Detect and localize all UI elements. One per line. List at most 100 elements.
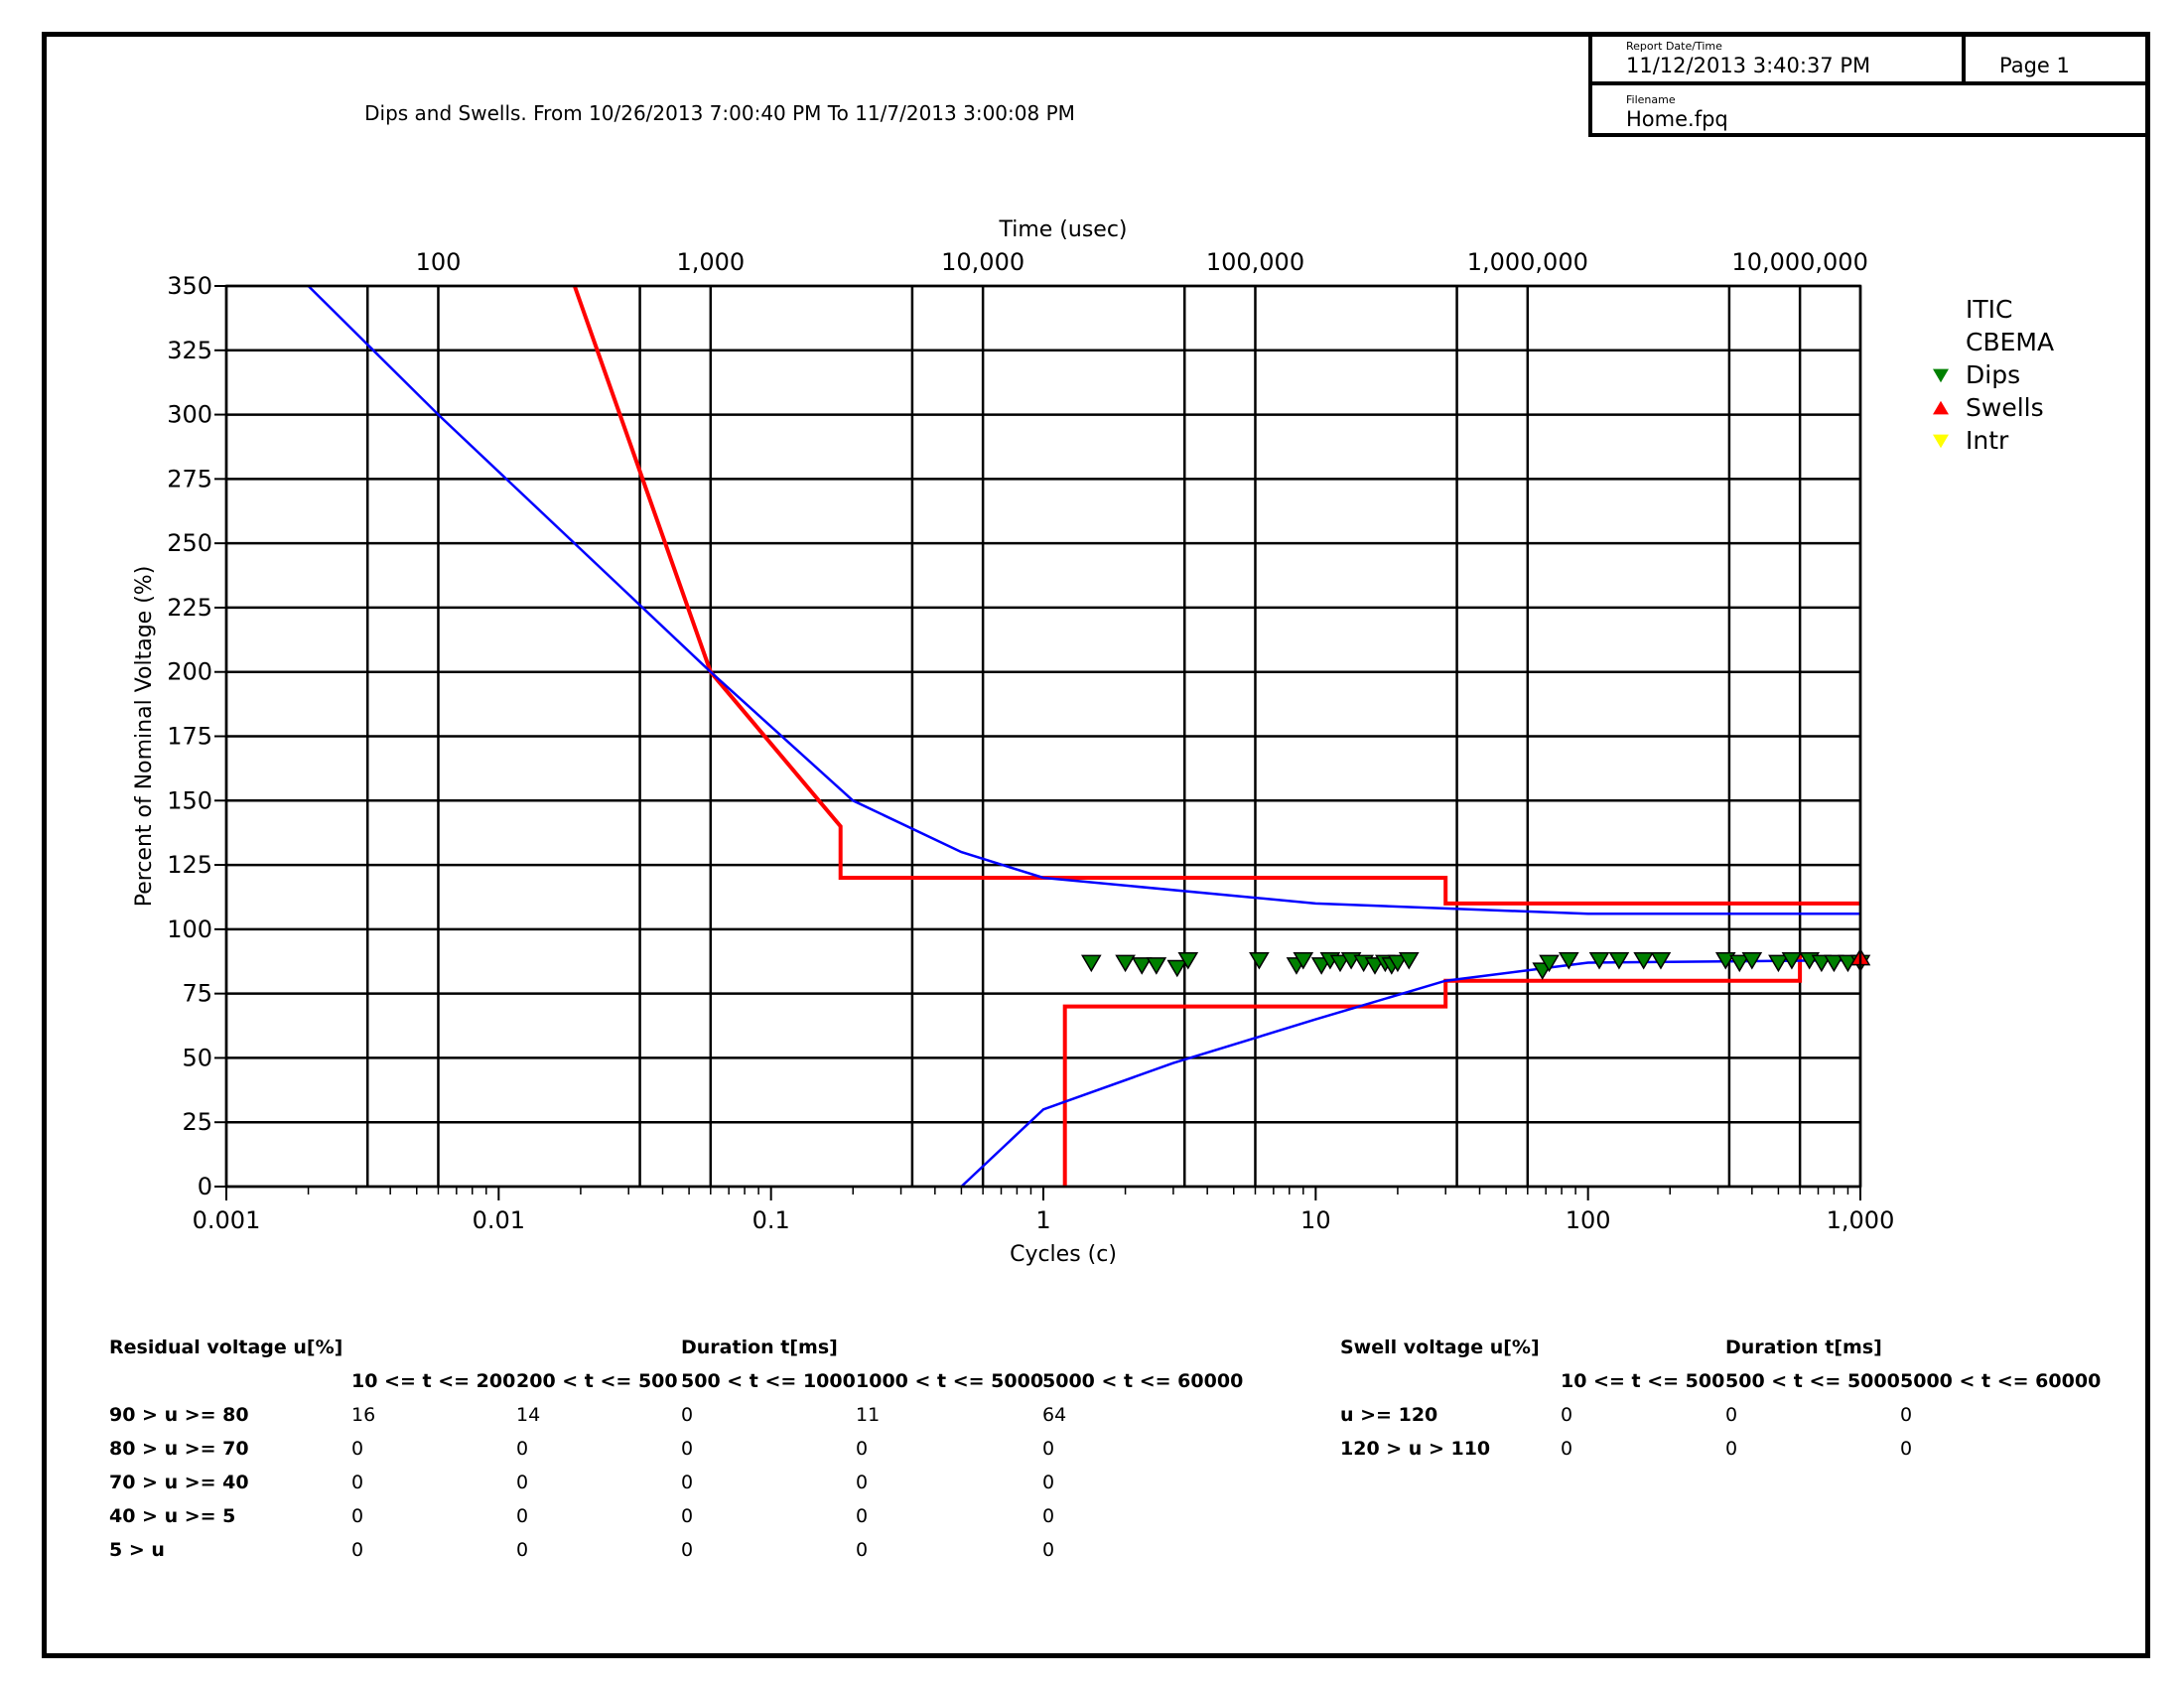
dips-cell: 0 (351, 1472, 364, 1493)
cbema-curve (307, 285, 1860, 915)
dips-row-label: 80 > u >= 70 (109, 1438, 249, 1460)
dips-point (1293, 952, 1314, 970)
data-points (1080, 947, 1871, 980)
report-date-caption: Report Date/Time (1626, 40, 1722, 53)
dips-point (1768, 954, 1789, 973)
x2-tick-label: 1,000,000 (1467, 248, 1588, 276)
dips-cell: 0 (516, 1505, 529, 1527)
dips-point (1249, 952, 1270, 970)
dips-point (1131, 957, 1153, 975)
dips-table: Residual voltage u[%] Duration t[ms] 10 … (0, 1336, 1291, 1575)
dips-point (1398, 952, 1420, 970)
dips-point (1115, 954, 1136, 973)
x-tick-label: 100 (1566, 1206, 1611, 1234)
dips-point (1177, 952, 1199, 970)
dips-cell: 0 (516, 1539, 529, 1561)
y-axis-title: Percent of Nominal Voltage (%) (132, 566, 157, 908)
filename-value: Home.fpq (1626, 107, 1728, 131)
x-axis-title: Cycles (c) (1010, 1242, 1117, 1267)
x2-tick-label: 10,000,000 (1731, 248, 1867, 276)
itic-chart: 0 25 50 75 100 125 150 175 200 225 250 275 300 325 350… (132, 217, 2054, 1267)
dips-cell: 0 (681, 1438, 694, 1460)
dips-point (1811, 954, 1833, 973)
report-date-value: 11/12/2013 3:40:37 PM (1626, 54, 1871, 77)
dips-cell: 0 (351, 1505, 364, 1527)
dips-cell: 0 (516, 1472, 529, 1493)
dips-column-header: 200 < t <= 500 (516, 1370, 678, 1392)
x-tick-label: 1 (1035, 1206, 1050, 1234)
y-tick-label: 225 (167, 594, 212, 622)
y-tick-label: 0 (198, 1173, 212, 1200)
legend-cbema-label: CBEMA (1966, 328, 2054, 356)
y-tick-label: 250 (167, 529, 212, 557)
swells-cell: 0 (1561, 1438, 1573, 1460)
report-title: Dips and Swells. From 10/26/2013 7:00:40… (364, 101, 1075, 125)
swells-row-label: 120 > u > 110 (1340, 1438, 1491, 1460)
x2-tick-label: 100 (416, 248, 462, 276)
dips-cell: 0 (681, 1505, 694, 1527)
legend-itic-label: ITIC (1966, 295, 2012, 324)
x2-tick-label: 100,000 (1206, 248, 1304, 276)
x-tick-label: 0.01 (473, 1206, 525, 1234)
y-tick-label: 300 (167, 401, 212, 429)
swells-column-header: 10 <= t <= 500 (1561, 1370, 1725, 1392)
swells-cell: 0 (1900, 1404, 1913, 1426)
filename-box: Filename Home.fpq (1588, 81, 2150, 137)
dips-cell: 0 (681, 1472, 694, 1493)
dips-point (1080, 954, 1102, 973)
dips-cell: 0 (856, 1438, 869, 1460)
dips-row-label: 40 > u >= 5 (109, 1505, 236, 1527)
legend-intr-label: Intr (1966, 426, 2009, 455)
dips-point (1166, 959, 1188, 978)
dips-cell: 16 (351, 1404, 376, 1426)
dips-cell: 11 (856, 1404, 881, 1426)
dips-point (1539, 954, 1560, 973)
legend-dips-marker (1933, 368, 1949, 383)
swells-cell: 0 (1725, 1438, 1738, 1460)
y-tick-label: 350 (167, 272, 212, 300)
swells-row-label: u >= 120 (1340, 1404, 1438, 1426)
dips-point (1781, 952, 1803, 970)
dips-point (1650, 952, 1672, 970)
dips-point (1146, 957, 1167, 975)
y-tick-label: 125 (167, 851, 212, 879)
dips-point (1728, 954, 1750, 973)
dips-column-header: 5000 < t <= 60000 (1042, 1370, 1244, 1392)
itic-curve (572, 285, 1860, 906)
x-tick-label: 1,000 (1827, 1206, 1895, 1234)
x-tick-label: 10 (1300, 1206, 1331, 1234)
legend-swells-marker (1933, 400, 1949, 415)
dips-row-label: 90 > u >= 80 (109, 1404, 249, 1426)
y-tick-label: 275 (167, 465, 212, 492)
dips-point (1741, 952, 1763, 970)
dips-column-header: 1000 < t <= 5000 (856, 1370, 1044, 1392)
dips-cell: 0 (351, 1438, 364, 1460)
dips-point (1588, 952, 1610, 970)
swells-duration-title: Duration t[ms] (1725, 1336, 1882, 1358)
swells-cell: 0 (1561, 1404, 1573, 1426)
page-label: Page 1 (1999, 54, 2070, 77)
dips-cell: 0 (351, 1539, 364, 1561)
dips-cell: 0 (856, 1539, 869, 1561)
swells-cell: 0 (1900, 1438, 1913, 1460)
legend: ITIC CBEMA Dips Swells Intr (1933, 295, 2054, 455)
dips-point (1714, 952, 1736, 970)
dips-point (1387, 954, 1409, 973)
dips-duration-title: Duration t[ms] (681, 1336, 838, 1358)
itic-curve (1062, 954, 1803, 1187)
dips-cell: 0 (856, 1505, 869, 1527)
cbema-curve (960, 958, 1861, 1188)
swells-cell: 0 (1725, 1404, 1738, 1426)
dips-cell: 0 (856, 1472, 869, 1493)
y-tick-label: 200 (167, 658, 212, 686)
dips-cell: 0 (681, 1404, 694, 1426)
dips-point (1329, 954, 1351, 973)
dips-cell: 0 (1042, 1505, 1055, 1527)
dips-column-header: 10 <= t <= 200 (351, 1370, 516, 1392)
dips-cell: 14 (516, 1404, 541, 1426)
swells-column-header: 500 < t <= 5000 (1725, 1370, 1900, 1392)
dips-cell: 0 (1042, 1472, 1055, 1493)
y-tick-label: 175 (167, 723, 212, 751)
y-tick-label: 325 (167, 337, 212, 364)
axes: 0 25 50 75 100 125 150 175 200 225 250 275 300 325 350… (132, 217, 1894, 1267)
